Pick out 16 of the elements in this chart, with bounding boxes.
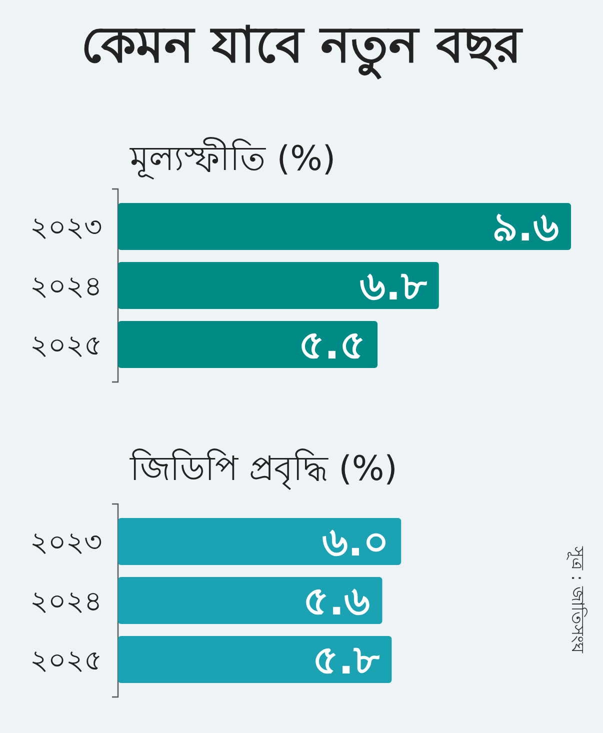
data-label: ৬.০ [322, 520, 390, 566]
chart-title: জিডিপি প্রবৃদ্ধি (%) [129, 449, 398, 490]
y-tick-label: ২০২৪ [30, 584, 102, 618]
data-label: ৫.৮ [312, 638, 381, 684]
y-tick-label: ২০২৫ [30, 644, 102, 676]
data-label: ৫.৬ [303, 578, 370, 624]
data-label: ৬.৮ [360, 264, 428, 310]
text: সূত্র : জাতিসংঘ [567, 546, 588, 654]
data-label: ৯.৬ [492, 204, 559, 250]
y-tick-label: ২০২৪ [30, 270, 102, 302]
data-label: ৫.৫ [298, 322, 366, 368]
y-tick-label: ২০২৩ [30, 210, 102, 244]
chart-subtitle: মূল্যস্ফীতি (%) [129, 137, 336, 180]
y-tick-label: ২০২৫ [30, 328, 102, 362]
y-tick-label: ২০২৩ [30, 526, 102, 558]
chart-title: কেমন যাবে নতুন বছর [80, 16, 524, 80]
